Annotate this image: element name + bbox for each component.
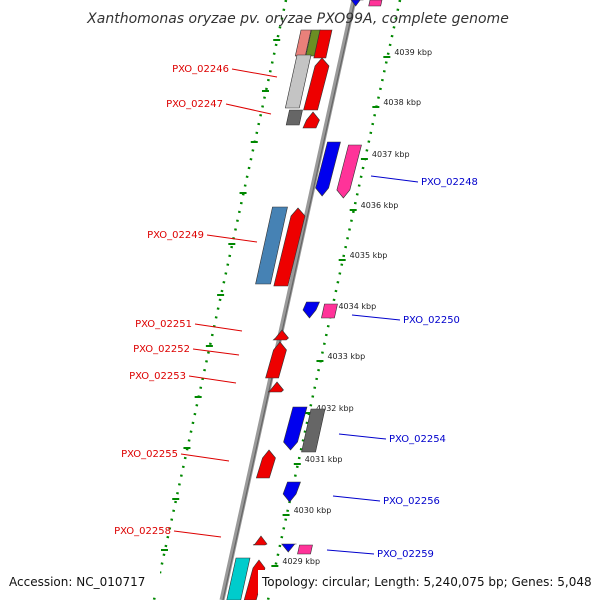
tick-label: 4030 kbp xyxy=(294,506,332,515)
gene-feature xyxy=(255,449,276,479)
tick-label: 4031 kbp xyxy=(305,455,343,464)
gene-label-layer: PXO_02246 PXO_02247 PXO_02248 PXO_02249 PXO_… xyxy=(114,64,478,560)
gene-label: PXO_02254 xyxy=(389,434,446,445)
gene-feature xyxy=(252,535,268,546)
gene-feature xyxy=(368,0,383,7)
gene-feature xyxy=(350,0,364,7)
tick-label: 4036 kbp xyxy=(361,201,399,210)
genome-backbone-edge xyxy=(222,0,356,600)
gene-leader-line xyxy=(225,103,272,115)
map-title: Xanthomonas oryzae pv. oryzae PXO99A, co… xyxy=(86,11,509,27)
gene-leader-line xyxy=(180,453,230,462)
tick-label: 4039 kbp xyxy=(394,48,432,57)
gene-feature xyxy=(285,109,303,126)
gene-leader-line xyxy=(370,175,419,183)
gene-label: PXO_02247 xyxy=(166,99,223,110)
gene-leader-line xyxy=(194,323,243,332)
gene-label: PXO_02246 xyxy=(172,64,229,75)
tick-label: 4038 kbp xyxy=(383,98,421,107)
accession-text: Accession: NC_010717 xyxy=(9,575,145,589)
topology-text: Topology: circular; Length: 5,240,075 bp… xyxy=(261,575,592,589)
tick-ring-layer: 4039 kbp 4038 kbp 4037 kbp 4036 kbp 4035 kbp… xyxy=(152,0,432,600)
tick-label: 4029 kbp xyxy=(282,557,320,566)
gene-feature xyxy=(313,29,333,59)
gene-label: PXO_02252 xyxy=(133,344,190,355)
tick-label: 4035 kbp xyxy=(350,251,388,260)
tick-label: 4034 kbp xyxy=(338,302,376,311)
gene-feature xyxy=(303,57,330,111)
gene-leader-line xyxy=(173,530,222,538)
gene-feature xyxy=(226,557,251,600)
gene-feature xyxy=(321,303,338,319)
gene-feature xyxy=(282,481,301,503)
footer-left-bg xyxy=(0,570,160,594)
genome-backbone xyxy=(219,0,357,600)
gene-leader-line xyxy=(351,314,401,321)
gene-feature xyxy=(315,141,341,197)
gene-feature xyxy=(281,543,297,553)
feature-layer xyxy=(226,0,383,600)
gene-leader-line xyxy=(231,68,278,78)
gene-feature xyxy=(255,206,288,285)
gene-feature xyxy=(297,544,313,555)
gene-label: PXO_02248 xyxy=(421,177,478,188)
gene-label: PXO_02255 xyxy=(121,449,178,460)
gene-label: PXO_02249 xyxy=(147,230,204,241)
gene-feature xyxy=(284,54,312,109)
gene-feature xyxy=(302,301,320,319)
gene-leader-line xyxy=(188,375,237,384)
gene-feature xyxy=(273,207,306,287)
gene-label: PXO_02250 xyxy=(403,315,460,326)
gene-feature xyxy=(265,341,287,379)
gene-label: PXO_02253 xyxy=(129,371,186,382)
gene-feature xyxy=(302,111,320,129)
gene-label: PXO_02251 xyxy=(135,319,192,330)
gene-feature xyxy=(301,408,326,453)
inner-tick-ring-left xyxy=(152,0,288,600)
gene-leader-line xyxy=(192,348,240,356)
gene-feature xyxy=(336,144,362,199)
outer-tick-ring-right xyxy=(266,0,402,600)
gene-label: PXO_02256 xyxy=(383,496,440,507)
tick-label: 4037 kbp xyxy=(372,150,410,159)
gene-leader-line xyxy=(206,234,258,243)
gene-leader-line xyxy=(332,495,381,502)
gene-label: PXO_02259 xyxy=(377,549,434,560)
backbone-layer xyxy=(219,0,357,600)
footer-right-bg xyxy=(258,570,600,594)
gene-leader-line xyxy=(338,433,387,440)
tick-label: 4033 kbp xyxy=(327,352,365,361)
gene-feature xyxy=(267,381,284,393)
tick-label: 4032 kbp xyxy=(316,404,354,413)
gene-feature xyxy=(283,406,308,451)
gene-label: PXO_02258 xyxy=(114,526,171,537)
gene-feature xyxy=(272,329,289,341)
gene-leader-line xyxy=(326,549,375,555)
